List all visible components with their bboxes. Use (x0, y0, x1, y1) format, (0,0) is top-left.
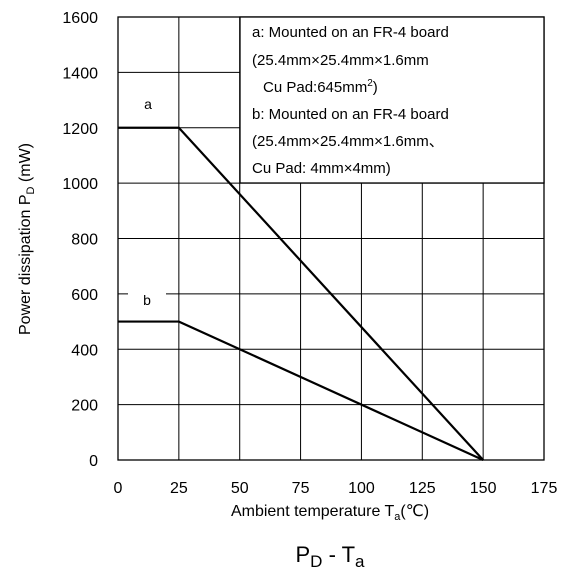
series-lines (118, 126, 484, 462)
x-tick-label: 100 (348, 480, 375, 497)
y-axis-title-main: Power dissipation P (17, 194, 34, 335)
curve-label-b-backdrop (128, 289, 166, 311)
note-line-3: Cu Pad:645mm2) (263, 78, 378, 96)
y-axis-title: Power dissipation PD (mW) (17, 143, 37, 335)
y-tick-labels: 0 200 400 600 800 1000 1200 1400 1600 (62, 10, 98, 470)
x-tick-label: 125 (409, 480, 436, 497)
series-line-b (118, 320, 484, 462)
y-tick-label: 0 (89, 453, 98, 470)
note-line-6: Cu Pad: 4mm×4mm) (252, 160, 391, 177)
note-line-3-text: Cu Pad:645mm (263, 79, 367, 96)
y-tick-label: 1400 (62, 65, 98, 82)
y-tick-label: 800 (71, 232, 98, 249)
note-line-5: (25.4mm×25.4mm×1.6mm、 (252, 133, 444, 150)
annotation-box-frame (239, 16, 545, 184)
caption-p: P (295, 542, 310, 567)
x-axis-title-sub: a (394, 511, 401, 523)
series-line-a (118, 126, 484, 461)
note-line-3-superscript: 2 (367, 78, 373, 89)
curve-label-a: a (144, 96, 152, 112)
curve-label-b: b (143, 292, 151, 308)
y-tick-label: 400 (71, 342, 98, 359)
y-tick-label: 600 (71, 287, 98, 304)
x-axis-title: Ambient temperature Ta(℃) (231, 503, 429, 523)
caption-p-sub: D (310, 552, 322, 571)
x-tick-label: 150 (470, 480, 497, 497)
y-tick-label: 1600 (62, 10, 98, 27)
y-axis-title-unit: (mW) (17, 143, 34, 187)
caption-separator-t: - T (322, 542, 355, 567)
x-tick-label: 0 (114, 480, 123, 497)
annotation-box: a: Mounted on an FR-4 board (25.4mm×25.4… (239, 16, 545, 184)
y-tick-label: 1000 (62, 176, 98, 193)
x-tick-label: 175 (531, 480, 558, 497)
note-line-2: (25.4mm×25.4mm×1.6mm (252, 52, 429, 69)
x-axis-title-unit: (℃) (400, 503, 429, 520)
x-tick-labels: 0 25 50 75 100 125 150 175 (114, 480, 558, 497)
y-tick-label: 1200 (62, 121, 98, 138)
x-axis-title-main: Ambient temperature T (231, 503, 395, 520)
x-tick-label: 75 (292, 480, 310, 497)
note-line-3-end: ) (373, 79, 378, 96)
chart-caption: PD - Ta (295, 542, 365, 571)
curve-label-a-backdrop (128, 93, 166, 115)
note-line-4: b: Mounted on an FR-4 board (252, 106, 449, 123)
note-line-1: a: Mounted on an FR-4 board (252, 24, 449, 41)
caption-t-sub: a (355, 552, 365, 571)
y-axis-title-sub: D (25, 186, 37, 194)
y-tick-label: 200 (71, 398, 98, 415)
x-tick-label: 50 (231, 480, 249, 497)
x-tick-label: 25 (170, 480, 188, 497)
